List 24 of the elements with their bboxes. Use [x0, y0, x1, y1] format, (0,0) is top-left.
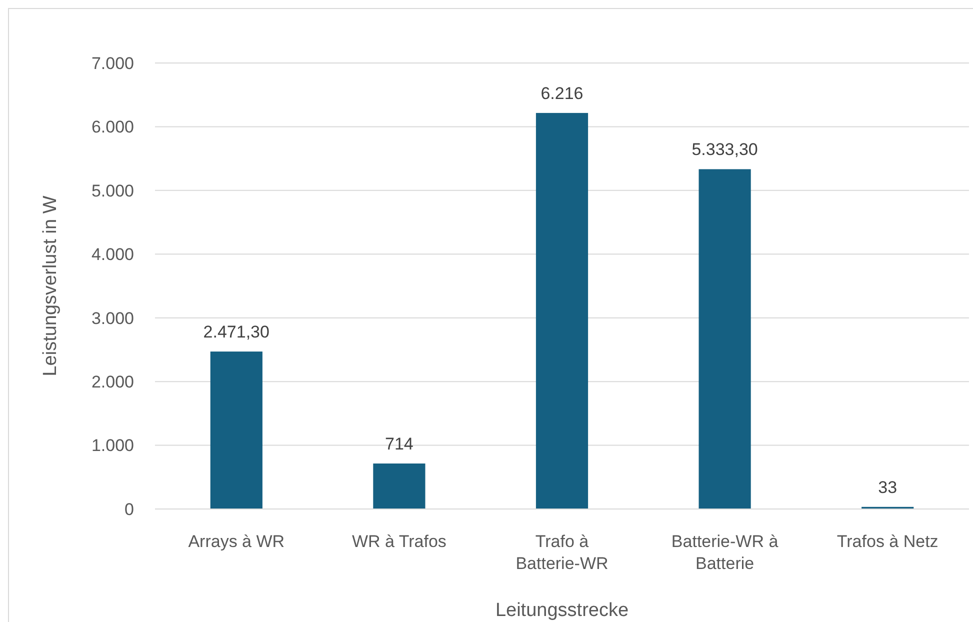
- y-tick-label: 5.000: [91, 181, 134, 200]
- bar: [536, 112, 588, 509]
- x-tick-label: WR à Trafos: [352, 532, 446, 551]
- data-label: 5.333,30: [692, 140, 758, 160]
- data-label: 6.216: [540, 84, 584, 103]
- bar: [210, 352, 262, 509]
- x-axis-title: Leitungsstrecke: [495, 600, 629, 621]
- y-tick-label: 2.000: [91, 372, 134, 392]
- x-tick-label: Arrays à WR: [188, 532, 285, 551]
- bar: [698, 169, 751, 509]
- y-tick-label: 4.000: [91, 245, 134, 264]
- y-axis-title: Leistungsverlust in W: [40, 196, 61, 376]
- y-tick-label: 1.000: [91, 436, 134, 456]
- y-tick-label: 7.000: [91, 54, 134, 73]
- y-tick-label: 0: [124, 500, 134, 519]
- x-tick-label: Trafos à Netz: [836, 532, 938, 551]
- bar: [373, 464, 426, 509]
- data-label: 2.471,30: [203, 322, 270, 342]
- x-tick-label: Trafo à Batterie-WR: [516, 532, 608, 573]
- data-label: 714: [385, 434, 414, 454]
- y-tick-label: 3.000: [91, 308, 134, 328]
- x-tick-label: Batterie-WR à Batterie: [671, 532, 779, 573]
- y-tick-label: 6.000: [91, 118, 134, 137]
- data-label: 33: [878, 478, 898, 497]
